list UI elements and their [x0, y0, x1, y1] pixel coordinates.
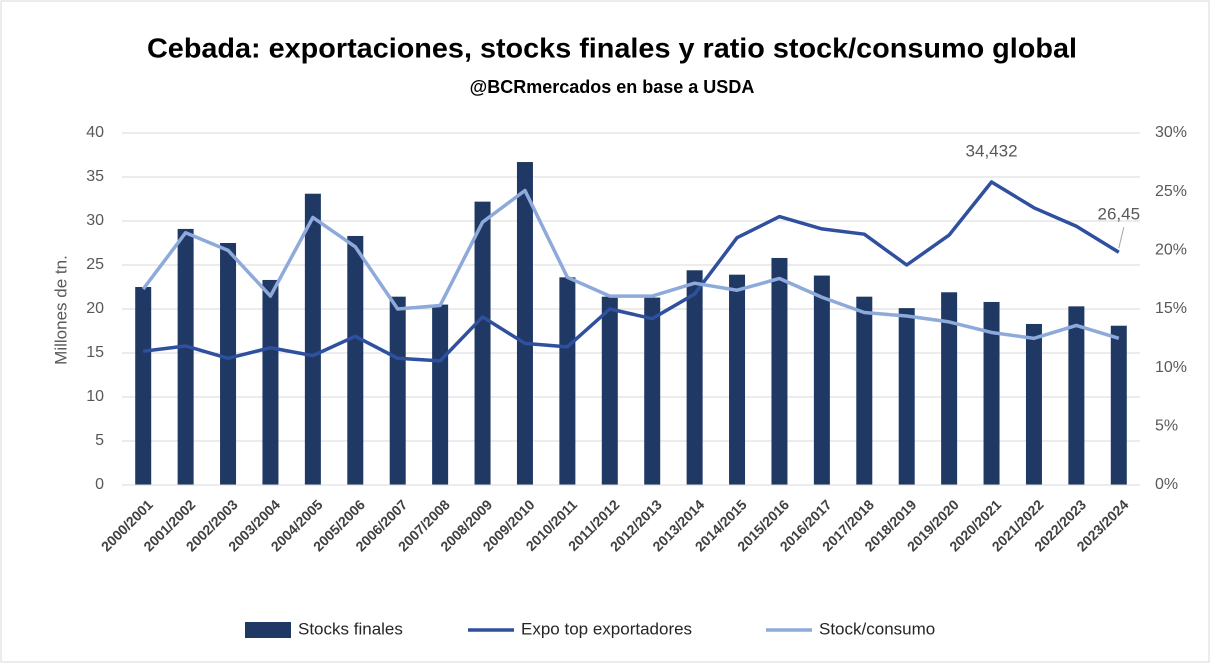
legend-swatch	[245, 622, 291, 638]
y-tick-label: 25	[86, 256, 104, 273]
bar	[771, 257, 788, 485]
bar	[559, 277, 576, 485]
bar	[686, 270, 703, 485]
line	[141, 188, 1120, 341]
y-tick-label: 15	[86, 344, 104, 361]
y-tick-label: 30	[86, 212, 104, 229]
bar	[474, 201, 491, 485]
chart-subtitle: @BCRmercados en base a USDA	[470, 77, 755, 97]
bar	[601, 296, 618, 485]
bar	[347, 235, 364, 485]
legend-label: Stocks finales	[298, 619, 403, 638]
data-label: 26,45	[1098, 205, 1141, 224]
y-tick-label: 0	[95, 476, 104, 493]
bar	[220, 243, 237, 485]
y2-tick-label: 10%	[1155, 359, 1187, 376]
bar	[135, 287, 152, 485]
legend-label: Expo top exportadores	[521, 619, 692, 638]
chart-title: Cebada: exportaciones, stocks finales y …	[147, 32, 1077, 63]
bar	[644, 297, 661, 485]
bar	[1068, 306, 1085, 485]
y-tick-label: 10	[86, 388, 104, 405]
bar	[1025, 323, 1042, 485]
bar	[516, 162, 533, 486]
y2-tick-label: 15%	[1155, 300, 1187, 317]
y-tick-label: 20	[86, 300, 104, 317]
bar	[262, 279, 279, 485]
bar	[856, 296, 873, 485]
data-label: 34,432	[966, 141, 1018, 160]
y2-tick-label: 5%	[1155, 418, 1178, 435]
bar	[1110, 325, 1127, 485]
bar	[729, 274, 746, 485]
bar	[813, 275, 830, 485]
bar	[389, 296, 406, 485]
leader-line	[1118, 227, 1125, 249]
bar	[898, 308, 915, 485]
bar	[983, 301, 1000, 485]
y2-tick-label: 20%	[1155, 242, 1187, 259]
bar	[177, 228, 194, 486]
y2-tick-label: 25%	[1155, 183, 1187, 200]
line	[142, 180, 1120, 363]
bar	[432, 304, 449, 485]
legend-label: Stock/consumo	[819, 619, 935, 638]
bar	[304, 193, 321, 485]
bar	[941, 292, 958, 485]
y-tick-label: 40	[86, 124, 104, 141]
y2-tick-label: 30%	[1155, 124, 1187, 141]
y-tick-label: 35	[86, 168, 104, 185]
y-tick-label: 5	[95, 432, 104, 449]
y-axis-label: Millones de tn.	[51, 255, 70, 365]
y2-tick-label: 0%	[1155, 476, 1178, 493]
